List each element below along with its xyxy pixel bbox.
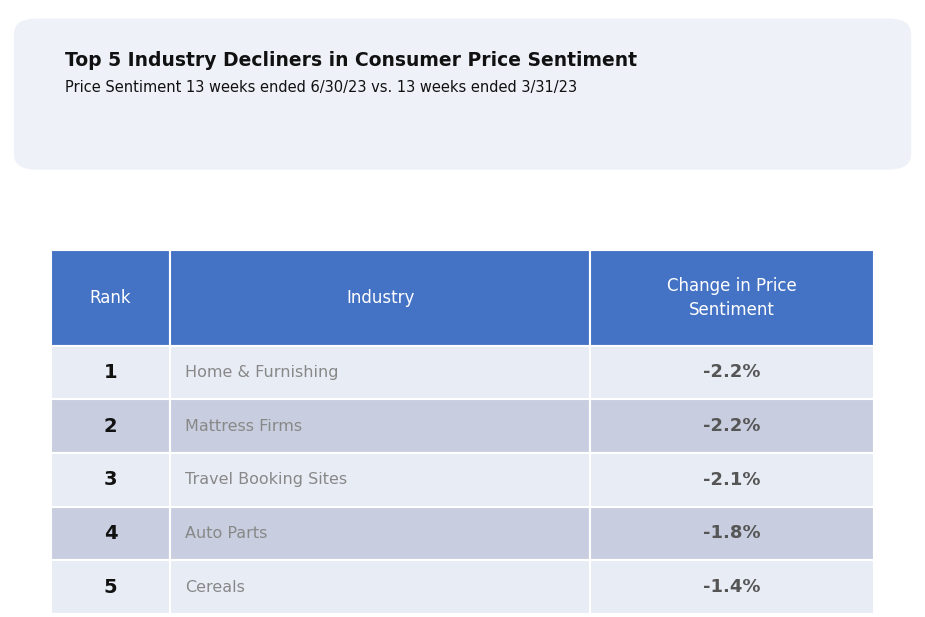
Text: Top 5 Industry Decliners in Consumer Price Sentiment: Top 5 Industry Decliners in Consumer Pri… <box>65 51 636 70</box>
Bar <box>590 250 874 346</box>
Text: 3: 3 <box>104 470 117 489</box>
Bar <box>51 560 170 614</box>
Bar <box>51 453 170 507</box>
Bar <box>590 560 874 614</box>
Bar <box>590 399 874 453</box>
Bar <box>170 560 590 614</box>
Text: 5: 5 <box>104 578 117 597</box>
Text: Home & Furnishing: Home & Furnishing <box>185 365 339 380</box>
Bar <box>51 250 170 346</box>
Text: -2.2%: -2.2% <box>703 417 761 435</box>
Text: Travel Booking Sites: Travel Booking Sites <box>185 472 347 487</box>
Text: Price Sentiment 13 weeks ended 6/30/23 vs. 13 weeks ended 3/31/23: Price Sentiment 13 weeks ended 6/30/23 v… <box>65 80 577 95</box>
Bar <box>590 453 874 507</box>
Bar <box>590 507 874 560</box>
Text: Change in Price
Sentiment: Change in Price Sentiment <box>667 277 797 318</box>
Text: Cereals: Cereals <box>185 579 245 595</box>
Bar <box>51 507 170 560</box>
Text: Mattress Firms: Mattress Firms <box>185 418 302 434</box>
Text: Industry: Industry <box>346 289 414 307</box>
Text: -2.2%: -2.2% <box>703 363 761 381</box>
Text: 1: 1 <box>104 363 117 382</box>
Bar <box>170 250 590 346</box>
Bar <box>170 399 590 453</box>
Text: 2: 2 <box>104 416 117 436</box>
Bar <box>170 346 590 399</box>
Bar <box>51 399 170 453</box>
Text: -1.8%: -1.8% <box>703 524 761 542</box>
Bar <box>170 453 590 507</box>
Text: 4: 4 <box>104 524 117 543</box>
Text: Rank: Rank <box>90 289 131 307</box>
Text: Auto Parts: Auto Parts <box>185 526 267 541</box>
Text: -2.1%: -2.1% <box>703 471 761 489</box>
Bar <box>590 346 874 399</box>
FancyBboxPatch shape <box>14 19 911 170</box>
Bar <box>170 507 590 560</box>
Text: -1.4%: -1.4% <box>703 578 761 596</box>
Bar <box>51 346 170 399</box>
